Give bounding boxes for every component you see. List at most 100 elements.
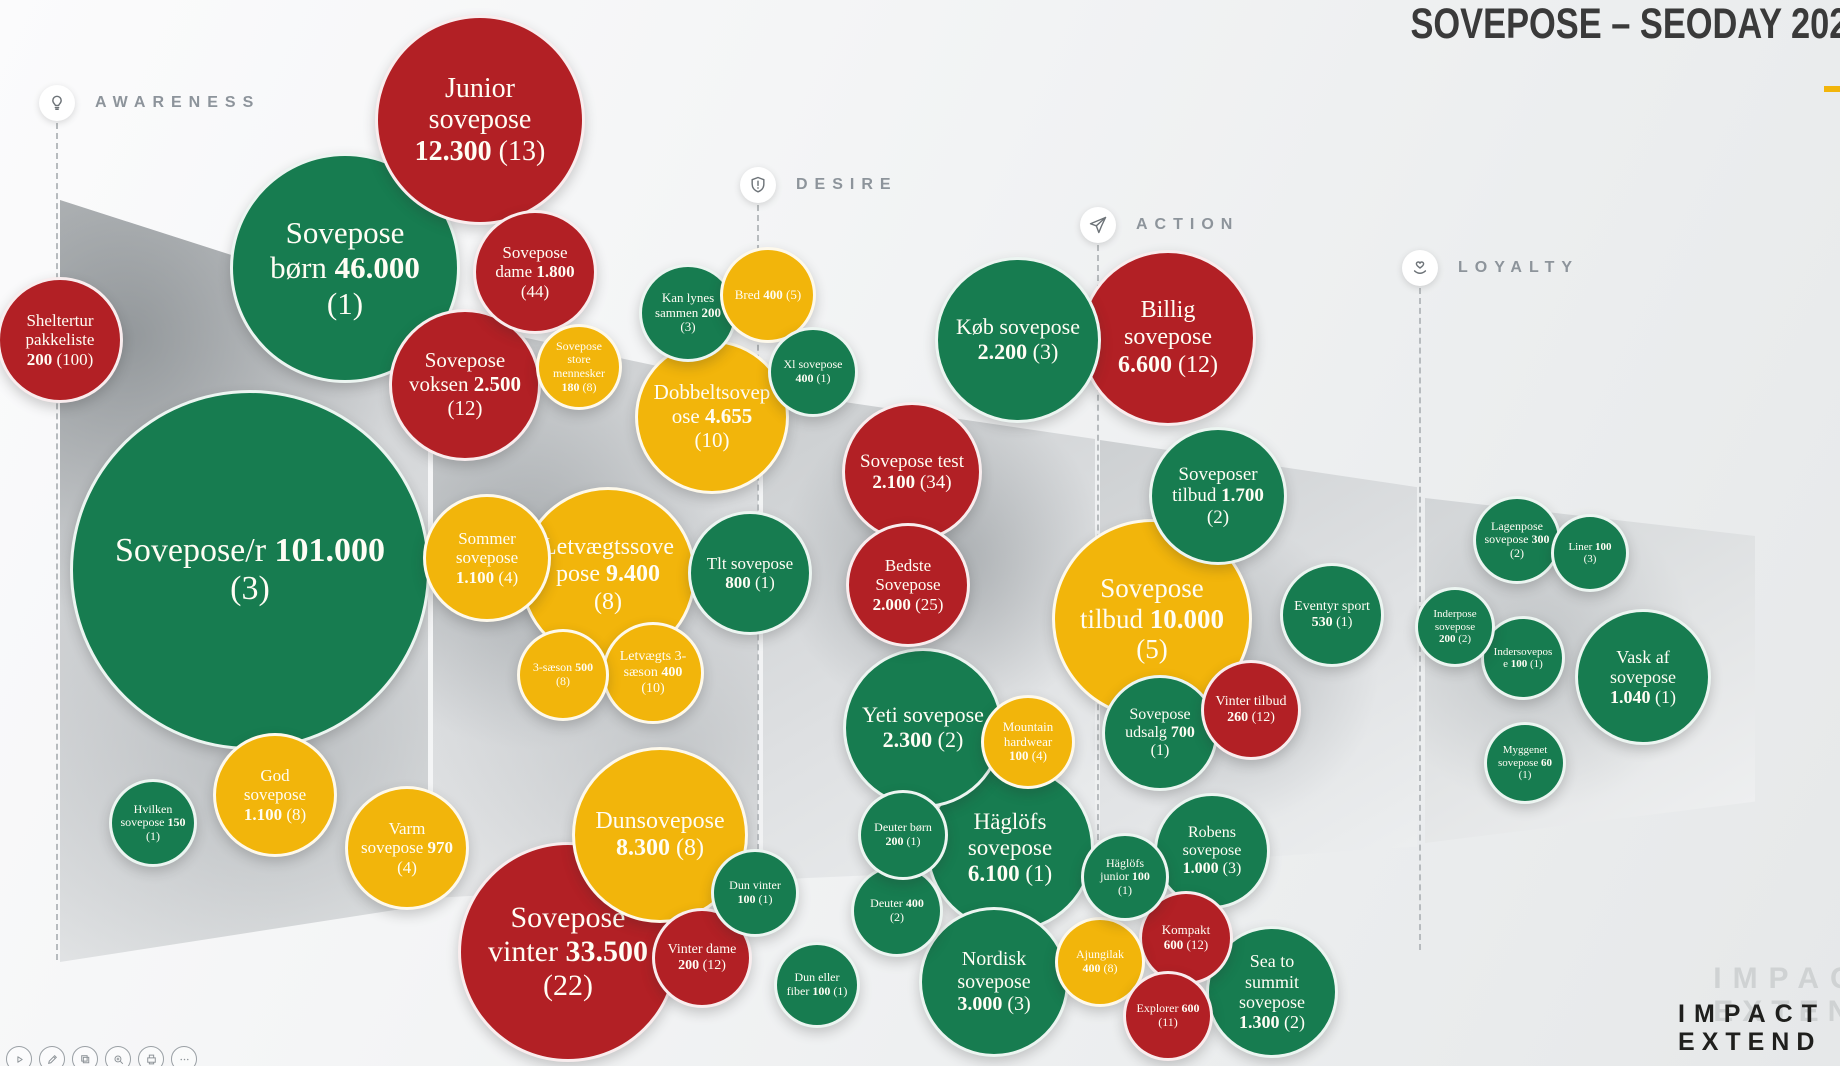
bubble-keyword: Häglöfs junior	[1100, 855, 1144, 884]
logo-line1: IMPACT	[1678, 1000, 1826, 1028]
bubble-value: 400 (8)	[1082, 961, 1118, 975]
keyword-bubble: Ajungilak 400 (8)	[1055, 917, 1145, 1007]
bubble-keyword: Sovepose børn	[270, 215, 405, 286]
paper-plane-icon	[1080, 207, 1116, 243]
bubble-keyword: Billig sovepose	[1124, 297, 1212, 351]
bubble-keyword: Vask af sovepose	[1610, 646, 1676, 687]
keyword-bubble: Letvægtssovepose 9.400 (8)	[520, 487, 696, 663]
viewer-toolbar	[6, 1046, 197, 1066]
keyword-bubble: Vinter tilbud 260 (12)	[1201, 660, 1301, 760]
bubble-value: 800 (1)	[725, 573, 775, 592]
print-icon[interactable]	[138, 1046, 164, 1066]
keyword-bubble: Explorer 600 (11)	[1123, 971, 1213, 1061]
bubble-value: 3.000 (3)	[957, 993, 1031, 1016]
bubble-keyword: Tlt sovepose	[706, 553, 794, 573]
bubble-value: 1.040 (1)	[1610, 687, 1676, 708]
keyword-bubble: Vask af sovepose 1.040 (1)	[1575, 609, 1711, 745]
bubble-keyword: Myggenet sovepose	[1497, 744, 1548, 769]
slide-title: SOVEPOSE – SEODAY 202	[1410, 0, 1840, 48]
bubble-keyword: Vinter tilbud	[1215, 694, 1287, 710]
watermark-line1: IMPACT	[1713, 962, 1840, 995]
bubble-keyword: Letvægts 3-sæson	[619, 649, 687, 681]
copy-icon[interactable]	[72, 1046, 98, 1066]
keyword-bubble: Yeti sovepose 2.300 (2)	[843, 648, 1003, 808]
keyword-bubble: Bedste Sovepose 2.000 (25)	[846, 523, 970, 647]
bubble-value: 1.800 (44)	[520, 262, 575, 301]
bubble-keyword: Bedste Sovepose	[875, 556, 941, 595]
keyword-bubble: Mountain hardwear 100 (4)	[981, 695, 1075, 789]
keyword-bubble: Sovepose dame 1.800 (44)	[473, 210, 597, 334]
bubble-value: 100 (1)	[1510, 658, 1543, 670]
bubble-value: 4.655 (10)	[694, 404, 753, 452]
keyword-bubble: Lagenpose sovepose 300 (2)	[1473, 496, 1561, 584]
bubble-value: 2.000 (25)	[872, 594, 944, 614]
bubble-keyword: Sovepose voksen	[408, 348, 506, 397]
bubble-value: 100 (1)	[812, 984, 848, 998]
bubble-keyword: Lagenpose sovepose	[1484, 518, 1543, 547]
keyword-bubble: Køb sovepose 2.200 (3)	[935, 257, 1101, 423]
more-icon[interactable]	[171, 1046, 197, 1066]
bubble-value: 1.100 (8)	[243, 804, 307, 824]
bubble-keyword: Sovepose store mennesker	[553, 338, 605, 380]
keyword-bubble: Sommer sovepose 1.100 (4)	[423, 494, 551, 622]
keyword-bubble: Myggenet sovepose 60 (1)	[1484, 722, 1566, 804]
bubble-value: 6.100 (1)	[967, 860, 1053, 886]
bubble-value: 200 (3)	[680, 304, 722, 335]
lightbulb-icon	[39, 85, 75, 121]
keyword-bubble: Hvilken sovepose 150 (1)	[109, 779, 197, 867]
bubble-value: 101.000 (3)	[230, 531, 386, 607]
keyword-bubble: Nordisk sovepose 3.000 (3)	[919, 907, 1069, 1057]
bubble-keyword: Sommer sovepose	[455, 529, 519, 568]
bubble-keyword: Soveposer tilbud	[1172, 463, 1258, 507]
keyword-bubble: Junior sovepose 12.300 (13)	[375, 15, 585, 225]
pencil-icon[interactable]	[39, 1046, 65, 1066]
bubble-keyword: Deuter	[870, 896, 906, 911]
watermark-line2: EXTEND	[1713, 995, 1840, 1028]
bubble-value: 2.500 (12)	[447, 372, 521, 420]
bubble-keyword: Sovepose vinter	[488, 901, 626, 969]
bubble-keyword: Deuter børn	[874, 820, 932, 835]
bubble-value: 100 (4)	[1009, 748, 1047, 764]
bubble-keyword: Hvilken sovepose	[120, 801, 173, 830]
bubble-value: 600 (12)	[1163, 937, 1209, 952]
impact-extend-logo: IMPACT EXTEND	[1678, 1000, 1826, 1056]
bubble-value: 2.200 (3)	[977, 339, 1059, 364]
bubble-keyword: Nordisk sovepose	[957, 948, 1031, 993]
zoom-icon[interactable]	[105, 1046, 131, 1066]
bubble-value: 100 (1)	[737, 892, 773, 906]
bubble-keyword: Dun vinter	[729, 878, 781, 893]
bubble-value: 200 (100)	[26, 349, 94, 369]
keyword-bubble: 3-sæson 500 (8)	[517, 629, 609, 721]
bubble-keyword: Sovepose tilbud	[1079, 573, 1204, 634]
keyword-bubble: Varm sovepose 970 (4)	[345, 786, 469, 910]
bubble-value: 1.100 (4)	[455, 567, 519, 587]
bubble-value: 1.300 (2)	[1238, 1012, 1305, 1033]
play-icon[interactable]	[6, 1046, 32, 1066]
bubble-keyword: Xl sovepose	[783, 357, 843, 372]
keyword-bubble: Sovepose store mennesker 180 (8)	[536, 324, 622, 410]
keyword-bubble: Sovepose test 2.100 (34)	[842, 402, 982, 542]
bubble-keyword: Inderpose sovepose	[1433, 608, 1477, 633]
bubble-value: 150 (1)	[146, 815, 186, 843]
bubble-value: 100 (3)	[1583, 540, 1612, 565]
bubble-keyword: Ajungilak	[1076, 947, 1124, 962]
keyword-bubble: Kan lynes sammen 200 (3)	[639, 264, 737, 362]
bubble-keyword: Robens sovepose	[1182, 823, 1242, 859]
bubble-value: 200 (1)	[885, 834, 921, 848]
bubble-value: 200 (2)	[1438, 633, 1472, 646]
hand-heart-icon	[1402, 250, 1438, 286]
bubble-value: 400 (10)	[641, 665, 683, 696]
bubble-value: 10.000 (5)	[1136, 603, 1224, 665]
keyword-bubble: Bred 400 (5)	[720, 247, 816, 343]
bubble-value: 200 (12)	[678, 958, 726, 973]
bubble-keyword: Mountain hardwear	[1002, 718, 1054, 749]
bubble-keyword: Dunsovepose	[595, 807, 725, 834]
bubble-value: 970 (4)	[397, 838, 454, 877]
stage-label-desire: DESIRE	[796, 176, 898, 193]
keyword-bubble: Deuter børn 200 (1)	[858, 790, 948, 880]
keyword-bubble: Soveposer tilbud 1.700 (2)	[1149, 427, 1287, 565]
keyword-bubble: Liner 100 (3)	[1551, 514, 1629, 592]
bubble-keyword: Kan lynes sammen	[654, 289, 715, 320]
keyword-bubble: Robens sovepose 1.000 (3)	[1154, 793, 1270, 909]
